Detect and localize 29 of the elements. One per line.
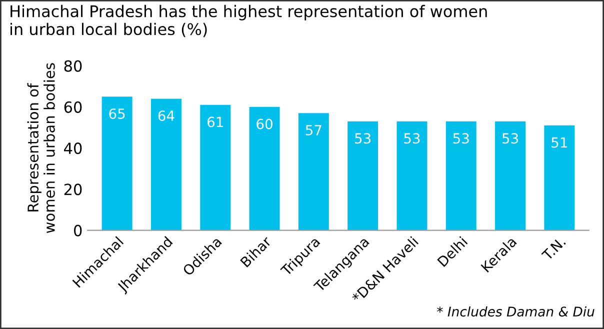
data-label: 53 bbox=[453, 133, 469, 144]
y-tick-label: 40 bbox=[64, 142, 82, 154]
bar bbox=[298, 113, 329, 230]
bar bbox=[446, 121, 476, 230]
y-axis-title: Representation of women in urban bodies bbox=[27, 63, 55, 234]
data-label: 64 bbox=[158, 110, 174, 122]
data-label: 53 bbox=[355, 133, 371, 144]
bar bbox=[102, 96, 132, 230]
data-label: 53 bbox=[502, 133, 518, 144]
bar bbox=[348, 121, 378, 230]
data-label: 65 bbox=[109, 108, 125, 119]
y-tick-label: 20 bbox=[64, 184, 82, 196]
bar bbox=[495, 121, 526, 230]
y-tick-label: 0 bbox=[74, 224, 82, 236]
data-label: 60 bbox=[256, 118, 272, 130]
text: * Includes Daman & Diu bbox=[437, 306, 594, 317]
bar bbox=[396, 121, 428, 230]
y-tick-label: 60 bbox=[64, 101, 82, 113]
bar bbox=[249, 106, 280, 230]
data-label: 51 bbox=[552, 137, 567, 148]
data-label: 61 bbox=[208, 116, 223, 128]
chart-title: Himachal Pradesh has the highest representation of women in urban local bodies (%) bbox=[10, 4, 487, 38]
bar bbox=[544, 125, 575, 230]
bar bbox=[150, 98, 182, 230]
data-label: 53 bbox=[404, 133, 420, 144]
y-tick-label: 80 bbox=[64, 60, 82, 72]
data-label: 57 bbox=[306, 125, 322, 136]
x-tick-label: T.N. bbox=[541, 236, 566, 262]
bar bbox=[200, 104, 231, 230]
